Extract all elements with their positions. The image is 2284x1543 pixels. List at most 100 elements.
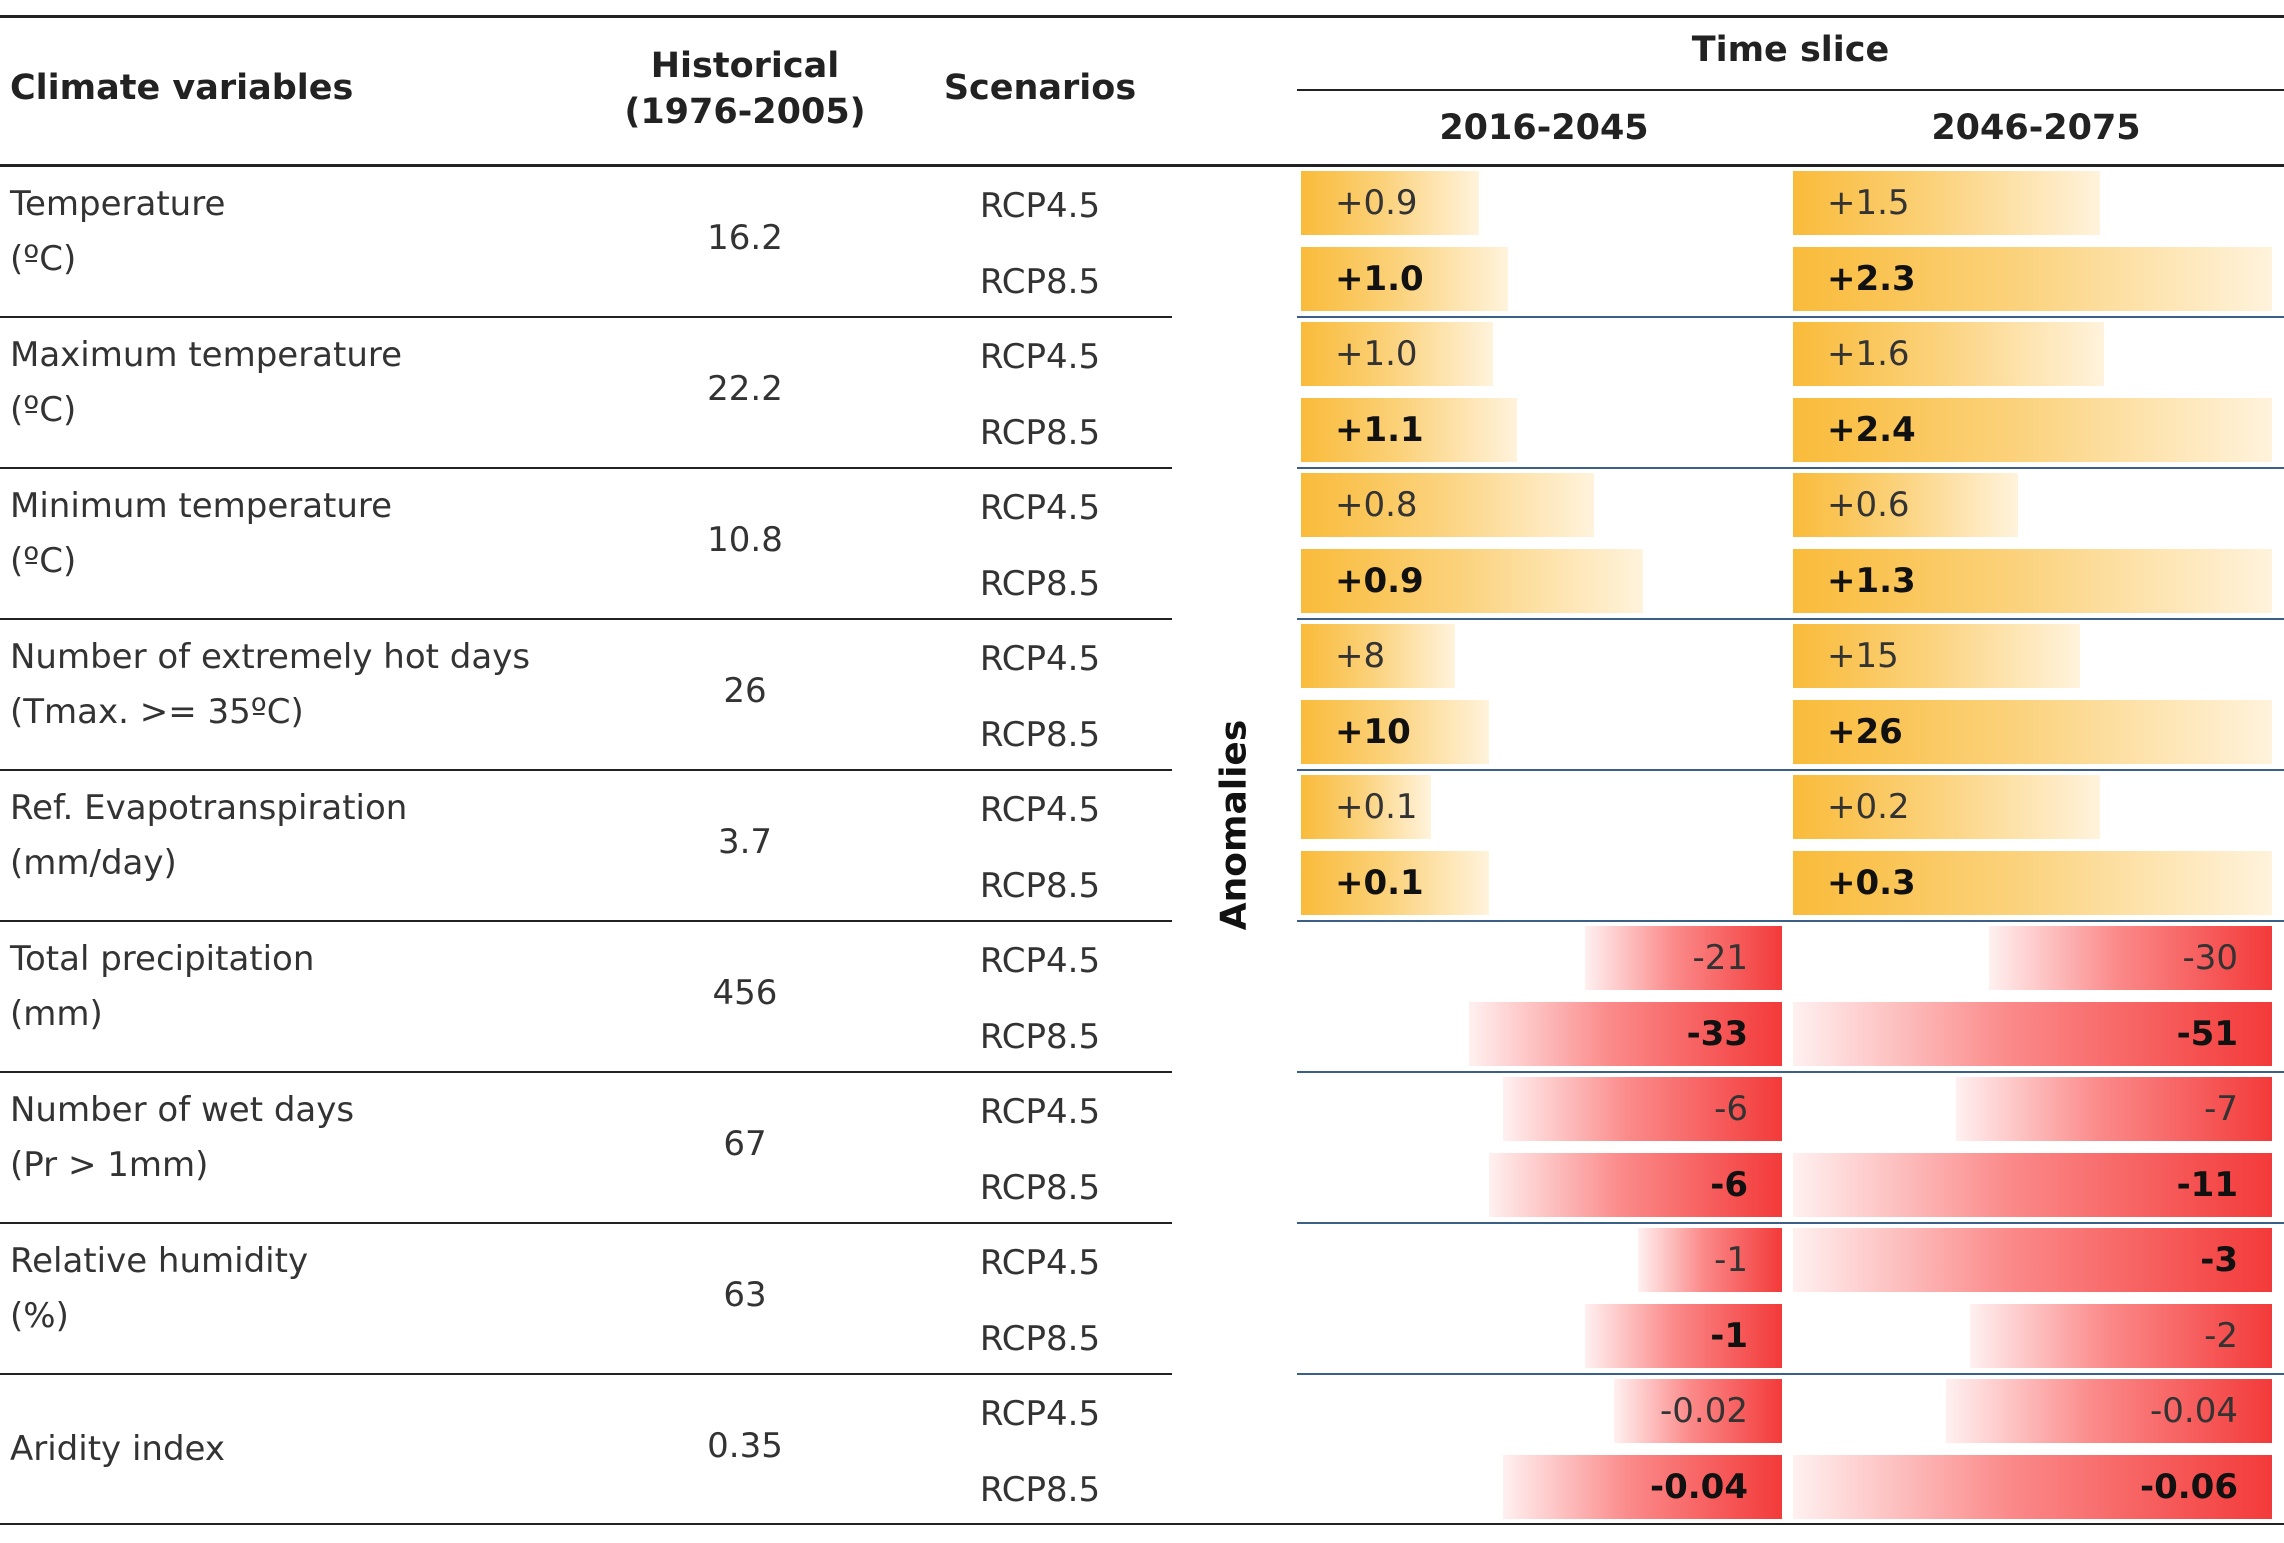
header-scenarios: Scenarios — [943, 68, 1137, 108]
scenario-label: RCP8.5 — [979, 1016, 1101, 1057]
scenario-label: RCP8.5 — [979, 261, 1101, 302]
historical-value: 67 — [723, 1124, 767, 1164]
anomaly-bar: -0.04 — [1946, 1379, 2272, 1443]
variable-unit: (Pr > 1mm) — [10, 1145, 209, 1185]
anomaly-value: +1.3 — [1827, 560, 1916, 601]
anomaly-value: +0.8 — [1335, 485, 1418, 525]
anomaly-bar: +1.5 — [1793, 171, 2100, 235]
top-rule — [0, 15, 2284, 18]
anomaly-value: +0.9 — [1335, 560, 1424, 601]
variable-name: Minimum temperature — [10, 486, 393, 526]
anomaly-bar: +0.1 — [1301, 850, 1489, 915]
anomaly-bar: +1.3 — [1793, 548, 2272, 613]
historical-value: 26 — [723, 671, 767, 711]
variable-name: Total precipitation — [10, 939, 315, 979]
anomaly-bar: -21 — [1585, 926, 1782, 990]
row-rule — [0, 1071, 1172, 1073]
anomaly-value: +15 — [1827, 636, 1899, 676]
variable-unit: (mm/day) — [10, 843, 177, 883]
anomaly-value: -7 — [2204, 1089, 2238, 1129]
anomaly-value: -6 — [1714, 1089, 1748, 1129]
scenario-label: RCP8.5 — [979, 865, 1101, 906]
header-historical: Historical (1976-2005) — [600, 43, 890, 135]
anomaly-value: -51 — [2176, 1013, 2238, 1054]
variable-unit: (%) — [10, 1296, 69, 1336]
scenario-label: RCP4.5 — [979, 1092, 1101, 1132]
variable-name: Aridity index — [10, 1429, 225, 1469]
scenario-label: RCP4.5 — [979, 186, 1101, 226]
historical-value: 63 — [723, 1275, 767, 1315]
row-rule-bars — [1297, 1071, 2284, 1073]
anomaly-bar: +0.9 — [1301, 171, 1479, 235]
anomaly-bar: +8 — [1301, 624, 1455, 688]
anomaly-value: -33 — [1686, 1013, 1748, 1054]
variable-unit: (mm) — [10, 994, 103, 1034]
anomaly-bar: +0.9 — [1301, 548, 1643, 613]
scenario-label: RCP8.5 — [979, 412, 1101, 453]
header-period-2: 2046-2075 — [1931, 108, 2141, 148]
anomaly-bar: -7 — [1956, 1077, 2272, 1141]
anomaly-bar: -51 — [1793, 1001, 2272, 1066]
variable-name: Temperature — [10, 184, 226, 224]
scenario-label: RCP4.5 — [979, 639, 1101, 679]
anomaly-value: +1.1 — [1335, 409, 1424, 450]
scenario-label: RCP4.5 — [979, 941, 1101, 981]
anomalies-label: Anomalies — [1213, 719, 1255, 931]
anomaly-bar: -6 — [1489, 1152, 1782, 1217]
scenario-label: RCP4.5 — [979, 790, 1101, 830]
historical-value: 10.8 — [707, 520, 783, 560]
anomaly-bar: +0.3 — [1793, 850, 2272, 915]
anomaly-bar: -1 — [1638, 1228, 1782, 1292]
variable-unit: (ºC) — [10, 541, 77, 581]
variable-name: Relative humidity — [10, 1241, 309, 1281]
anomaly-bar: +2.4 — [1793, 397, 2272, 462]
anomaly-bar: -6 — [1503, 1077, 1782, 1141]
anomaly-value: +0.1 — [1335, 787, 1418, 827]
anomaly-bar: +10 — [1301, 699, 1489, 764]
bottom-rule — [0, 1523, 2284, 1525]
header-historical-line2: (1976-2005) — [624, 92, 866, 132]
row-rule-bars — [1297, 1222, 2284, 1224]
anomaly-bar: -30 — [1989, 926, 2272, 990]
row-rule — [0, 1373, 1172, 1375]
scenario-label: RCP8.5 — [979, 1318, 1101, 1359]
anomaly-value: -21 — [1692, 938, 1748, 978]
anomaly-value: -2 — [2204, 1315, 2238, 1356]
scenario-label: RCP8.5 — [979, 1167, 1101, 1208]
row-rule — [0, 769, 1172, 771]
anomaly-bar: -0.02 — [1614, 1379, 1782, 1443]
anomaly-value: -1 — [1710, 1315, 1748, 1356]
variable-name: Number of extremely hot days — [10, 637, 531, 677]
anomaly-value: -0.06 — [2140, 1466, 2238, 1507]
time-slice-rule — [1297, 89, 2284, 91]
variable-name: Number of wet days — [10, 1090, 355, 1130]
anomaly-bar: +26 — [1793, 699, 2272, 764]
anomaly-bar: -1 — [1585, 1303, 1782, 1368]
anomaly-value: +0.2 — [1827, 787, 1910, 827]
row-rule — [0, 316, 1172, 318]
anomaly-value: +1.5 — [1827, 183, 1910, 223]
anomaly-value: -0.04 — [2150, 1391, 2238, 1431]
row-rule-bars — [1297, 618, 2284, 620]
anomaly-value: -0.02 — [1660, 1391, 1748, 1431]
anomaly-value: -11 — [2176, 1164, 2238, 1205]
anomaly-bar: +15 — [1793, 624, 2080, 688]
variable-unit: (Tmax. >= 35ºC) — [10, 692, 304, 732]
anomaly-bar: +1.6 — [1793, 322, 2104, 386]
row-rule-bars — [1297, 316, 2284, 318]
anomaly-bar: +0.6 — [1793, 473, 2018, 537]
anomaly-bar: -11 — [1793, 1152, 2272, 1217]
header-period-1: 2016-2045 — [1439, 108, 1649, 148]
anomaly-value: +1.0 — [1335, 258, 1424, 299]
anomaly-bar: +1.1 — [1301, 397, 1517, 462]
historical-value: 3.7 — [717, 822, 773, 862]
header-climate-variables: Climate variables — [10, 68, 354, 108]
anomaly-value: +1.6 — [1827, 334, 1910, 374]
scenario-label: RCP4.5 — [979, 337, 1101, 377]
row-rule — [0, 1222, 1172, 1224]
anomaly-value: +26 — [1827, 711, 1903, 752]
row-rule — [0, 920, 1172, 922]
historical-value: 456 — [712, 973, 778, 1013]
anomaly-bar: +0.1 — [1301, 775, 1431, 839]
row-rule-bars — [1297, 1373, 2284, 1375]
